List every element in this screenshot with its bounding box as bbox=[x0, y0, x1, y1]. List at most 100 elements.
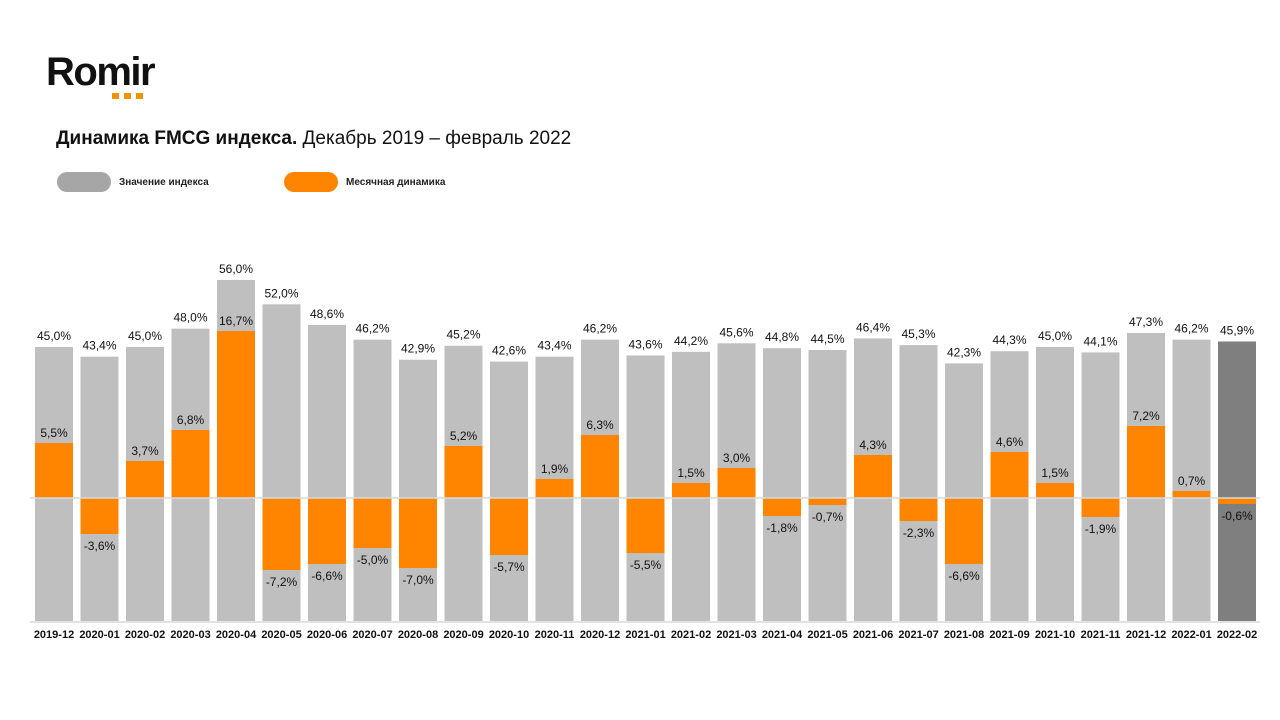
x-tick-label: 2021-12 bbox=[1126, 629, 1166, 641]
monthly-change-label: 3,0% bbox=[723, 451, 751, 465]
index-value-label: 44,3% bbox=[992, 333, 1026, 347]
monthly-change-label: -5,5% bbox=[630, 558, 662, 572]
x-tick-label: 2022-02 bbox=[1217, 629, 1257, 641]
monthly-change-bar bbox=[672, 483, 710, 498]
legend-label-index: Значение индекса bbox=[119, 176, 209, 188]
monthly-change-label: 5,5% bbox=[40, 426, 68, 440]
x-tick-label: 2021-01 bbox=[625, 629, 665, 641]
monthly-change-label: 7,2% bbox=[1132, 409, 1160, 423]
monthly-change-bar bbox=[35, 443, 73, 498]
monthly-change-bar bbox=[717, 468, 756, 498]
monthly-change-bar bbox=[126, 461, 164, 498]
index-value-label: 42,6% bbox=[492, 344, 526, 358]
index-value-label: 43,4% bbox=[82, 339, 116, 353]
x-tick-label: 2020-11 bbox=[535, 629, 575, 641]
index-bar bbox=[262, 304, 301, 621]
monthly-change-label: -6,6% bbox=[948, 569, 980, 583]
x-tick-label: 2021-10 bbox=[1035, 629, 1075, 641]
x-tick-label: 2020-02 bbox=[125, 629, 165, 641]
x-tick-label: 2021-03 bbox=[716, 629, 756, 641]
index-bar bbox=[1172, 339, 1211, 621]
index-value-label: 45,3% bbox=[901, 327, 935, 341]
monthly-change-bar bbox=[1081, 498, 1120, 517]
monthly-change-label: 0,7% bbox=[1178, 474, 1206, 488]
x-tick-label: 2021-06 bbox=[853, 629, 893, 641]
monthly-change-bar bbox=[171, 430, 210, 498]
index-value-label: 45,0% bbox=[128, 329, 162, 343]
chart-title: Динамика FMCG индекса. Декабрь 2019 – фе… bbox=[56, 128, 571, 150]
chart-title-period: Декабрь 2019 – февраль 2022 bbox=[302, 128, 572, 149]
index-value-label: 42,9% bbox=[401, 342, 435, 356]
index-bar bbox=[945, 363, 983, 621]
monthly-change-bar bbox=[990, 452, 1029, 498]
monthly-change-label: -0,6% bbox=[1221, 509, 1253, 523]
monthly-change-bar bbox=[308, 498, 346, 564]
index-value-label: 46,2% bbox=[583, 322, 617, 336]
x-tick-label: 2021-02 bbox=[671, 629, 711, 641]
x-tick-label: 2021-09 bbox=[989, 629, 1029, 641]
x-tick-label: 2021-05 bbox=[807, 629, 847, 641]
monthly-change-bar bbox=[945, 498, 983, 564]
index-value-label: 48,0% bbox=[173, 311, 207, 325]
index-bar bbox=[763, 348, 801, 621]
index-value-label: 45,0% bbox=[37, 329, 71, 343]
x-tick-label: 2019-12 bbox=[34, 629, 74, 641]
index-value-label: 45,6% bbox=[719, 325, 753, 339]
legend-label-monthly: Месячная динамика bbox=[346, 176, 446, 188]
x-tick-label: 2020-09 bbox=[443, 629, 483, 641]
monthly-change-bar bbox=[1218, 498, 1256, 504]
monthly-change-bar bbox=[581, 435, 619, 498]
monthly-change-label: 4,6% bbox=[996, 435, 1024, 449]
index-value-label: 46,4% bbox=[856, 320, 890, 334]
x-tick-label: 2021-04 bbox=[762, 629, 803, 641]
x-tick-label: 2021-08 bbox=[944, 629, 984, 641]
monthly-change-bar bbox=[535, 479, 574, 498]
x-tick-label: 2020-08 bbox=[398, 629, 438, 641]
index-bar bbox=[399, 359, 437, 621]
monthly-change-bar bbox=[353, 498, 392, 548]
monthly-change-bar bbox=[217, 331, 255, 498]
x-tick-label: 2020-04 bbox=[216, 629, 257, 641]
monthly-change-label: -1,9% bbox=[1085, 522, 1117, 536]
index-bar bbox=[490, 361, 528, 621]
monthly-change-label: -3,6% bbox=[84, 539, 116, 553]
monthly-change-label: -1,8% bbox=[766, 521, 798, 535]
index-bar bbox=[899, 345, 938, 621]
legend-swatch-index bbox=[57, 172, 111, 192]
index-value-label: 45,0% bbox=[1038, 329, 1072, 343]
x-tick-label: 2022-01 bbox=[1171, 629, 1211, 641]
monthly-change-label: -0,7% bbox=[812, 510, 844, 524]
index-value-label: 44,5% bbox=[810, 332, 844, 346]
index-value-label: 52,0% bbox=[264, 286, 298, 300]
monthly-change-label: 6,8% bbox=[177, 413, 205, 427]
index-value-label: 44,8% bbox=[765, 330, 799, 344]
monthly-change-bar bbox=[854, 455, 892, 498]
index-value-label: 56,0% bbox=[219, 262, 253, 276]
monthly-change-label: -5,7% bbox=[493, 560, 525, 574]
monthly-change-bar bbox=[490, 498, 528, 555]
index-value-label: 45,9% bbox=[1220, 323, 1254, 337]
monthly-change-bar bbox=[1127, 426, 1165, 498]
monthly-change-label: 1,9% bbox=[541, 462, 569, 476]
x-tick-label: 2021-11 bbox=[1081, 629, 1121, 641]
monthly-change-bar bbox=[763, 498, 801, 516]
index-value-label: 43,6% bbox=[628, 337, 662, 351]
x-tick-label: 2020-05 bbox=[261, 629, 301, 641]
monthly-change-bar bbox=[399, 498, 437, 568]
index-value-label: 47,3% bbox=[1129, 315, 1163, 329]
index-value-label: 44,1% bbox=[1083, 334, 1117, 348]
monthly-change-bar bbox=[1172, 491, 1211, 498]
monthly-change-label: -7,0% bbox=[402, 573, 434, 587]
index-value-label: 48,6% bbox=[310, 307, 344, 321]
index-value-label: 43,4% bbox=[537, 339, 571, 353]
index-value-label: 45,2% bbox=[446, 328, 480, 342]
index-bar bbox=[353, 339, 392, 621]
monthly-change-bar bbox=[444, 446, 483, 498]
legend-item-index: Значение индекса bbox=[57, 172, 209, 192]
legend-swatch-monthly bbox=[284, 172, 338, 192]
monthly-change-label: -6,6% bbox=[311, 569, 343, 583]
monthly-change-label: 5,2% bbox=[450, 429, 478, 443]
x-tick-label: 2020-10 bbox=[489, 629, 529, 641]
index-bar bbox=[626, 355, 665, 621]
monthly-change-label: 6,3% bbox=[586, 418, 614, 432]
